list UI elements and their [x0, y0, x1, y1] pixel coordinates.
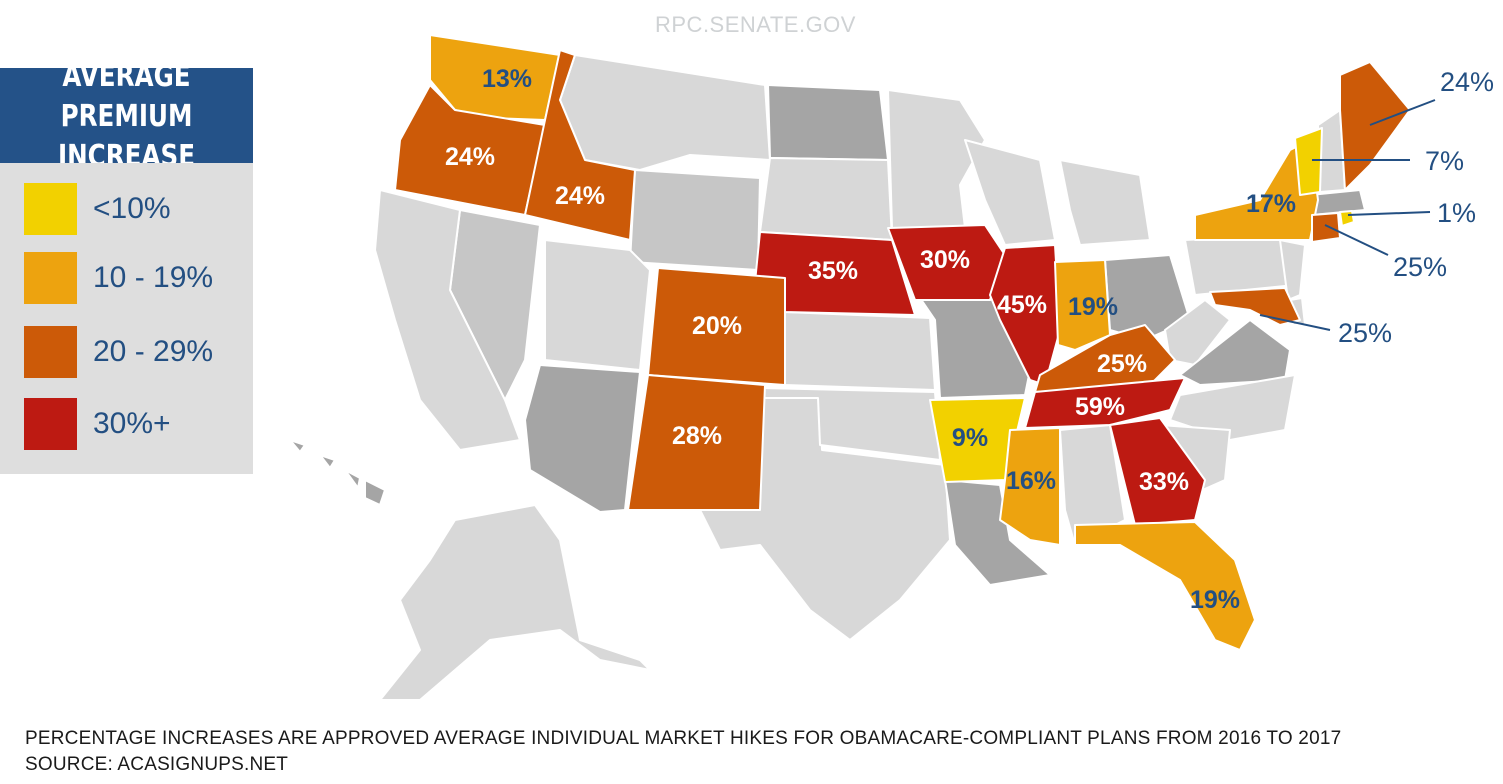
label-nm: 28% [672, 422, 722, 450]
callout-line-ri [1347, 211, 1431, 216]
legend-swatch-10-19 [24, 252, 77, 304]
state-ca [374, 189, 521, 451]
state-in [1054, 259, 1111, 351]
state-co [647, 267, 786, 386]
state-wi [964, 139, 1056, 246]
state-fl [1074, 521, 1256, 651]
callout-line-me [1369, 99, 1436, 126]
callout-line-md [1259, 314, 1331, 331]
state-vt [1294, 127, 1323, 196]
callout-vt: 7% [1425, 146, 1464, 176]
state-ct [1311, 212, 1341, 243]
state-tn [1024, 377, 1186, 429]
state-id [524, 49, 636, 241]
label-ia: 30% [920, 246, 970, 274]
state-ut [544, 239, 651, 371]
callout-me: 24% [1440, 67, 1494, 97]
legend-label-lt10: <10% [93, 192, 171, 225]
callout-md: 25% [1338, 318, 1392, 348]
state-labels: 13% 24% 24% 35% 30% 45% 19% 20% 25% 59% … [445, 65, 1296, 614]
state-mt [559, 54, 771, 171]
legend-label-10-19: 10 - 19% [93, 261, 214, 294]
state-md [1209, 287, 1301, 326]
legend-label-30plus: 30%+ [93, 407, 171, 440]
state-pa [1184, 234, 1296, 296]
label-co: 20% [692, 312, 742, 340]
legend-header: AVERAGE PREMIUM INCREASE [0, 68, 253, 163]
label-ky: 25% [1097, 350, 1147, 378]
state-va [1179, 319, 1291, 386]
state-ak [379, 504, 651, 701]
label-tn: 59% [1075, 393, 1125, 421]
state-nd [767, 84, 889, 161]
label-or: 24% [445, 143, 495, 171]
label-fl: 19% [1190, 586, 1240, 614]
label-ga: 33% [1139, 468, 1189, 496]
state-nc [1169, 374, 1296, 441]
state-mi [1059, 159, 1151, 246]
label-id: 24% [555, 182, 605, 210]
state-ks [784, 311, 936, 391]
label-il: 45% [997, 291, 1047, 319]
state-ga [1109, 417, 1206, 526]
state-ri [1339, 210, 1355, 227]
state-wy [629, 169, 761, 271]
legend-swatch-30plus [24, 398, 77, 450]
state-hi [289, 439, 386, 506]
state-nm [627, 374, 766, 511]
legend-item-10-19: 10 - 19% [24, 252, 213, 304]
label-ar: 9% [952, 424, 988, 452]
state-ny [1194, 139, 1319, 241]
watermark-source: RPC.SENATE.GOV [655, 12, 856, 37]
state-shapes [289, 34, 1411, 701]
label-ny: 17% [1246, 190, 1296, 218]
state-me [1339, 61, 1411, 191]
callout-line-ct [1324, 224, 1389, 256]
legend-label-20-29: 20 - 29% [93, 335, 214, 368]
us-map: 13% 24% 24% 35% 30% 45% 19% 20% 25% 59% … [289, 34, 1494, 701]
footnote-source: SOURCE: ACASIGNUPS.NET [25, 754, 289, 775]
state-az [524, 364, 641, 513]
callout-ri: 1% [1437, 198, 1476, 228]
legend-swatch-20-29 [24, 326, 77, 378]
legend: AVERAGE PREMIUM INCREASE <10% 10 - 19% 2… [0, 68, 253, 474]
legend-swatch-lt10 [24, 183, 77, 235]
label-ms: 16% [1006, 467, 1056, 495]
callout-lines [1259, 99, 1436, 331]
state-ms [999, 427, 1061, 546]
callout-labels: 24% 7% 1% 25% 25% [1338, 67, 1494, 348]
legend-item-lt10: <10% [24, 183, 171, 235]
label-wa: 13% [482, 65, 532, 93]
state-nj [1279, 239, 1306, 301]
footnote-text: PERCENTAGE INCREASES ARE APPROVED AVERAG… [25, 728, 1342, 749]
legend-title: AVERAGE PREMIUM INCREASE [22, 68, 231, 163]
label-ne: 35% [808, 257, 858, 285]
legend-item-30plus: 30%+ [24, 398, 171, 450]
legend-item-20-29: 20 - 29% [24, 326, 213, 378]
callout-ct: 25% [1393, 252, 1447, 282]
state-la [944, 479, 1051, 586]
label-in: 19% [1068, 293, 1118, 321]
state-sd [759, 157, 893, 241]
